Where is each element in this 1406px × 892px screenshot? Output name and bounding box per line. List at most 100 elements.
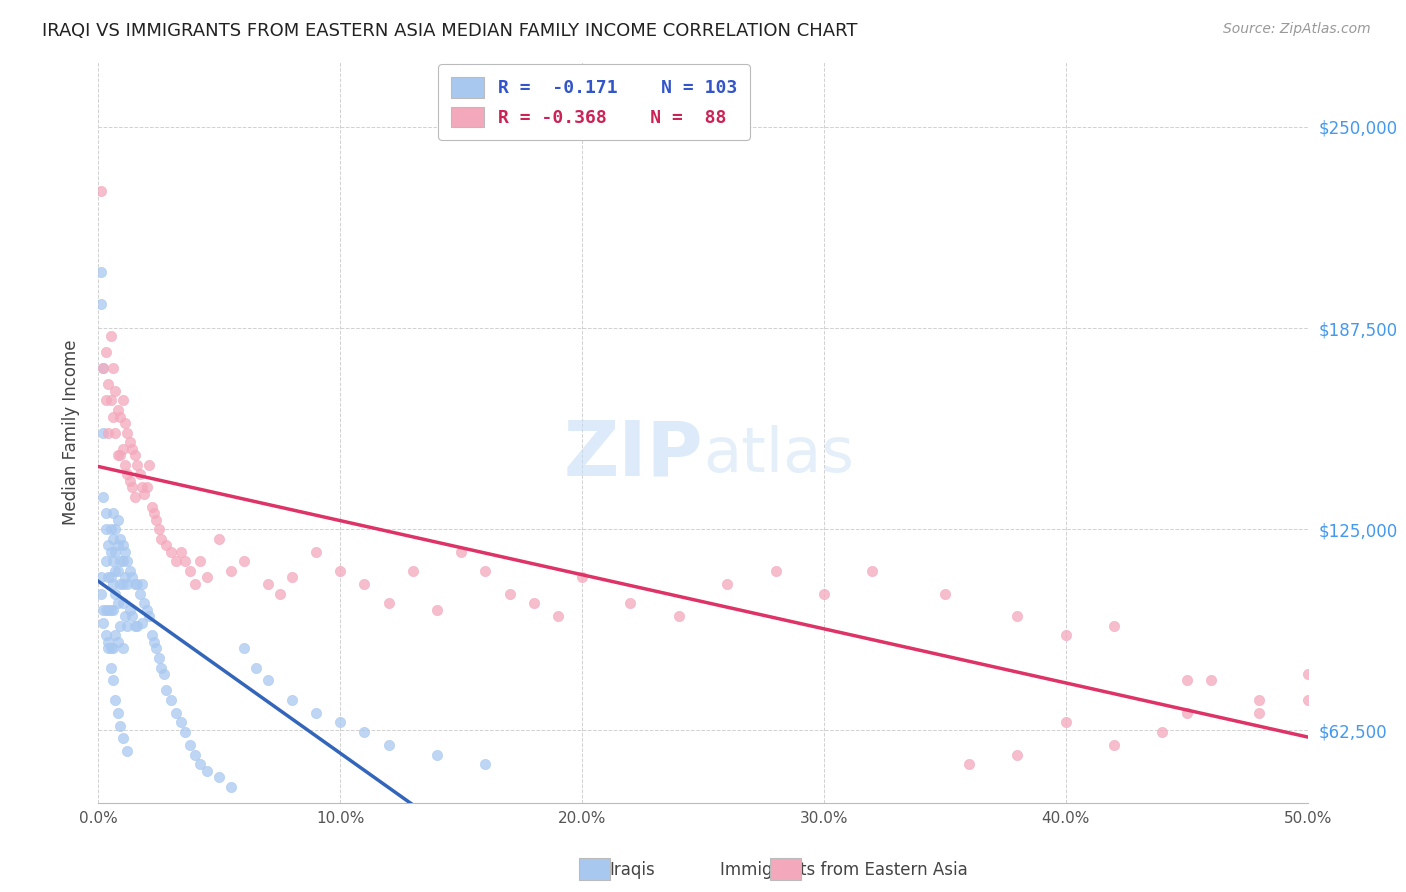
Point [94,393,117,408]
Point [1249,706,1271,720]
Point [104,628,127,642]
Text: atlas: atlas [703,425,853,485]
Point [100,602,122,616]
Point [474,757,496,772]
Point [94,554,117,568]
Point [104,522,127,536]
Point [188,554,211,568]
Point [101,641,124,656]
Point [100,660,122,674]
Point [124,577,146,591]
Point [90,184,112,198]
Point [138,609,160,624]
Point [148,651,170,665]
Text: Immigrants from Eastern Asia: Immigrants from Eastern Asia [720,861,967,879]
Point [221,780,243,794]
Point [111,731,134,746]
Point [1054,715,1077,730]
Point [118,435,141,450]
Point [121,609,143,624]
Point [329,715,352,730]
Point [716,577,738,591]
Point [155,683,177,698]
Point [148,522,170,536]
Point [668,609,690,624]
Point [571,570,593,584]
Point [108,554,131,568]
Point [91,425,114,440]
Text: Source: ZipAtlas.com: Source: ZipAtlas.com [1223,22,1371,37]
Point [305,706,328,720]
Point [232,554,254,568]
Point [165,554,187,568]
Point [934,586,956,600]
Point [141,500,163,514]
Point [138,458,160,472]
Point [1296,693,1319,707]
Point [101,361,124,376]
Point [97,641,120,656]
Point [160,545,183,559]
Point [619,596,641,610]
Point [100,522,122,536]
Point [101,409,124,424]
Point [131,577,153,591]
Point [108,619,131,633]
Point [165,706,187,720]
Point [174,725,197,739]
Point [114,458,136,472]
Point [152,667,174,681]
Point [111,442,134,456]
Point [100,393,122,408]
Point [145,512,167,526]
Point [426,602,449,616]
Point [353,577,375,591]
Point [118,602,141,616]
Point [426,747,449,762]
Point [141,628,163,642]
Point [134,487,156,501]
Point [100,570,122,584]
Point [104,384,127,398]
Point [127,458,149,472]
Point [150,532,173,546]
Point [150,660,173,674]
Point [1007,609,1029,624]
Point [117,744,139,758]
Point [402,564,425,578]
Point [121,570,143,584]
Point [101,554,124,568]
Point [94,628,117,642]
Point [957,757,980,772]
Point [108,532,131,546]
Point [128,586,150,600]
Point [143,506,166,520]
Point [107,448,129,462]
Point [94,522,117,536]
Point [104,693,127,707]
Point [1175,706,1198,720]
Point [108,577,131,591]
Point [127,577,149,591]
Point [134,596,156,610]
Point [97,602,120,616]
Point [104,586,127,600]
Point [245,660,267,674]
Point [377,738,399,752]
Point [91,615,114,630]
Point [117,425,139,440]
Point [281,693,304,707]
Point [498,586,520,600]
Point [195,764,218,778]
Point [179,564,201,578]
Point [450,545,472,559]
Point [107,596,129,610]
Point [127,619,149,633]
Point [353,725,375,739]
Point [117,619,139,633]
Text: Iraqis: Iraqis [610,861,655,879]
Y-axis label: Median Family Income: Median Family Income [62,340,80,525]
Point [104,545,127,559]
Point [91,361,114,376]
Point [114,545,136,559]
